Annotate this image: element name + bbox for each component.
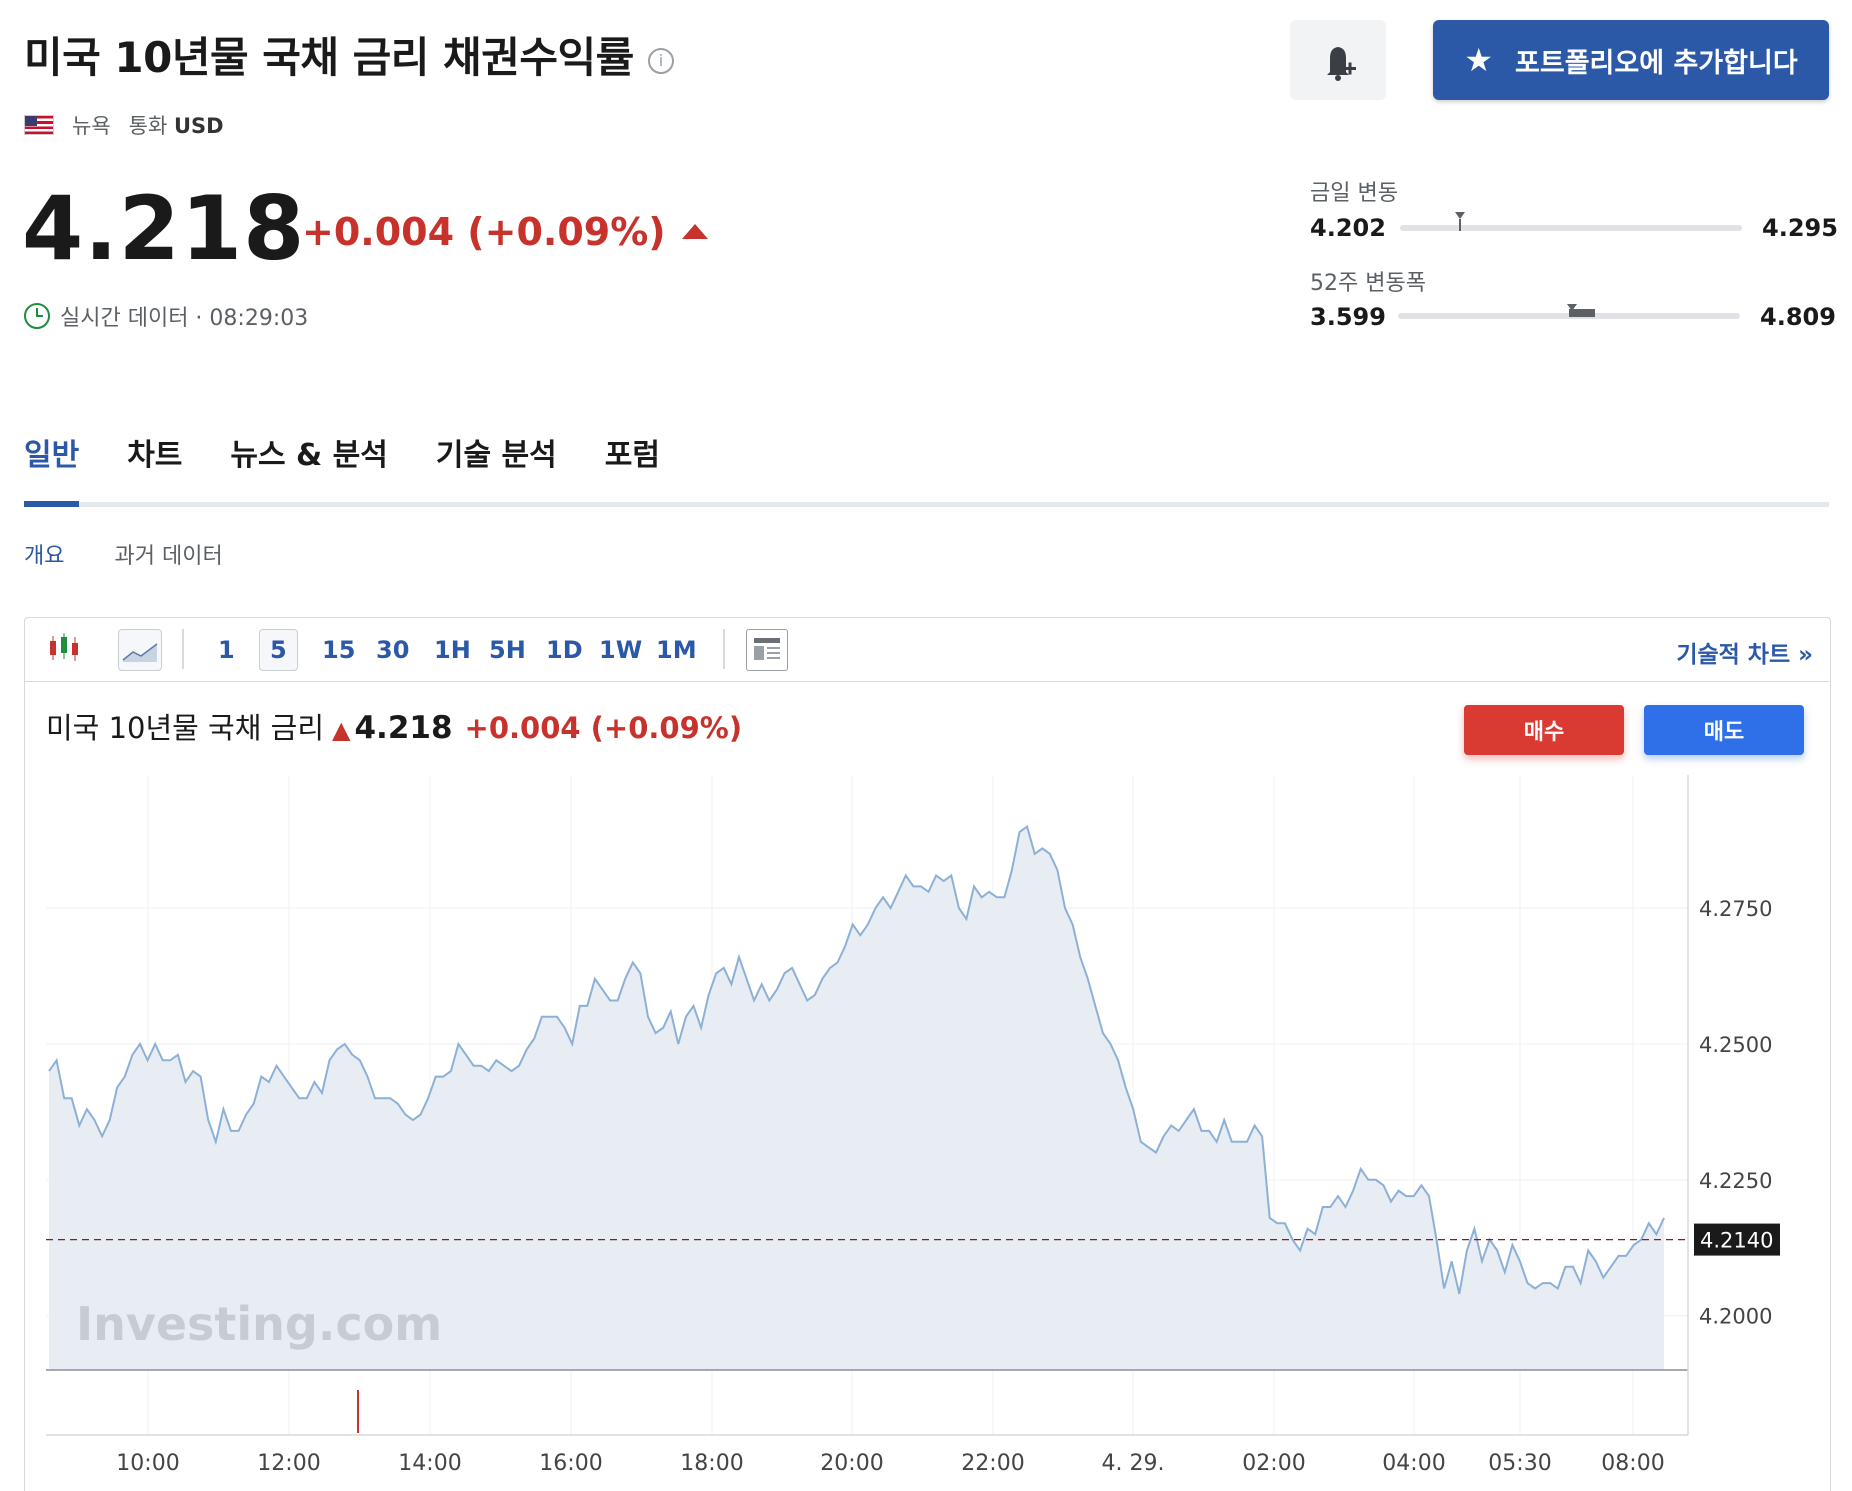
realtime-text: 실시간 데이터 · 08:29:03 (60, 306, 309, 331)
news-overlay-icon[interactable] (746, 629, 788, 671)
x-tick-label: 04:00 (1382, 1451, 1445, 1476)
buy-button[interactable]: 매수 (1464, 705, 1624, 755)
y-tick-label: 4.2500 (1699, 1033, 1772, 1057)
chart-price: 4.218 (354, 710, 453, 746)
chart-toolbar: 1 5 15 30 1H 5H 1D 1W 1M 기술적 차트 » (24, 617, 1829, 682)
sell-button[interactable]: 매도 (1644, 705, 1804, 755)
bell-plus-icon (1327, 47, 1356, 81)
timeframe-5[interactable]: 5 (259, 629, 298, 671)
timeframe-1d[interactable]: 1D (546, 636, 583, 664)
clock-icon (24, 303, 50, 329)
area-fill (49, 826, 1664, 1370)
x-tick-label: 14:00 (398, 1451, 461, 1476)
realtime-indicator: 실시간 데이터 · 08:29:03 (24, 300, 308, 332)
tab-active-indicator (24, 501, 79, 507)
sub-tabs: 개요 과거 데이터 (24, 538, 223, 570)
add-alert-button[interactable] (1290, 20, 1386, 100)
last-price: 4.218 (22, 177, 306, 280)
x-tick-label: 18:00 (680, 1451, 743, 1476)
toolbar-separator (182, 629, 184, 669)
y-tick-label: 4.2250 (1699, 1169, 1772, 1193)
tab-forum[interactable]: 포럼 (604, 438, 660, 473)
chart-change: +0.004 (+0.09%) (464, 711, 743, 745)
star-icon: ★ (1464, 41, 1494, 79)
currency-label: 통화 (128, 114, 168, 138)
exchange-label: 뉴욕 (72, 114, 111, 138)
tab-general[interactable]: 일반 (24, 438, 80, 473)
area-chart-icon[interactable] (118, 629, 162, 671)
tab-divider (24, 502, 1829, 507)
chart-widget (24, 617, 1831, 1491)
x-tick-label: 22:00 (961, 1451, 1024, 1476)
day-range-label: 금일 변동 (1310, 181, 1398, 206)
timeframe-30[interactable]: 30 (376, 636, 410, 664)
x-tick-label: 16:00 (539, 1451, 602, 1476)
subtab-historical[interactable]: 과거 데이터 (114, 544, 223, 569)
price-change: +0.004 (+0.09%) (302, 210, 708, 254)
x-tick-label: 08:00 (1601, 1451, 1664, 1476)
x-tick-label: 02:00 (1242, 1451, 1305, 1476)
current-price-label: 4.2140 (1700, 1229, 1773, 1253)
tab-chart[interactable]: 차트 (127, 438, 183, 473)
add-to-portfolio-button[interactable]: ★ 포트폴리오에 추가합니다 (1433, 20, 1829, 100)
technical-chart-link[interactable]: 기술적 차트 » (1676, 642, 1813, 668)
currency-value: USD (173, 114, 224, 138)
week52-range-low: 3.599 (1310, 303, 1386, 331)
candlestick-icon[interactable] (46, 631, 82, 671)
day-range-high: 4.295 (1762, 214, 1838, 242)
info-icon[interactable]: i (647, 47, 674, 74)
page-title: 미국 10년물 국채 금리 채권수익률 i (24, 24, 674, 85)
day-range-marker (1454, 212, 1466, 236)
main-tabs: 일반 차트 뉴스 & 분석 기술 분석 포럼 (24, 430, 660, 474)
subtab-overview[interactable]: 개요 (24, 544, 65, 569)
x-tick-label: 12:00 (257, 1451, 320, 1476)
timeframe-5h[interactable]: 5H (489, 636, 526, 664)
instrument-meta: 뉴욕 통화 USD (24, 110, 224, 140)
x-tick-label: 05:30 (1488, 1451, 1551, 1476)
x-tick-label: 4. 29. (1102, 1451, 1165, 1476)
day-range-bar (1400, 225, 1742, 231)
timeframe-15[interactable]: 15 (322, 636, 356, 664)
portfolio-button-label: 포트폴리오에 추가합니다 (1515, 47, 1798, 79)
chart-quote-header: 미국 10년물 국채 금리 ▲ 4.218 +0.004 (+0.09%) (46, 705, 742, 747)
timeframe-1[interactable]: 1 (218, 636, 235, 664)
y-tick-label: 4.2000 (1699, 1305, 1772, 1329)
toolbar-separator (723, 629, 725, 669)
current-price-tag (1694, 1223, 1780, 1256)
week52-range-marker (1566, 299, 1578, 318)
title-text: 미국 10년물 국채 금리 채권수익률 (24, 33, 634, 82)
day-range-low: 4.202 (1310, 214, 1386, 242)
week52-range-label: 52주 변동폭 (1310, 271, 1426, 296)
x-tick-label: 10:00 (116, 1451, 179, 1476)
y-tick-label: 4.2750 (1699, 897, 1772, 921)
investing-watermark: Investing.com (76, 1297, 442, 1351)
week52-range-today (1569, 309, 1595, 317)
price-change-text: +0.004 (+0.09%) (302, 210, 666, 254)
us-flag-icon (24, 115, 54, 135)
arrow-up-icon: ▲ (332, 716, 351, 744)
chart-instrument-name: 미국 10년물 국채 금리 (46, 711, 324, 745)
week52-range-high: 4.809 (1760, 303, 1836, 331)
tab-technical[interactable]: 기술 분석 (435, 438, 557, 473)
tab-news[interactable]: 뉴스 & 분석 (230, 438, 388, 473)
timeframe-1m[interactable]: 1M (656, 636, 697, 664)
timeframe-1w[interactable]: 1W (599, 636, 643, 664)
price-line (48, 824, 1665, 1295)
up-triangle-icon (681, 224, 708, 239)
timeframe-1h[interactable]: 1H (434, 636, 471, 664)
x-tick-label: 20:00 (820, 1451, 883, 1476)
